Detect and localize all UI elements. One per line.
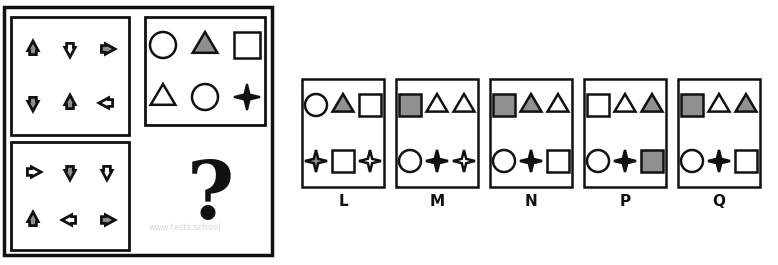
- Text: L: L: [338, 193, 348, 209]
- Polygon shape: [520, 94, 541, 112]
- Polygon shape: [520, 150, 542, 172]
- Polygon shape: [426, 150, 448, 172]
- FancyArrow shape: [28, 41, 38, 55]
- Bar: [302, 79, 384, 187]
- Text: P: P: [619, 193, 630, 209]
- FancyArrow shape: [28, 98, 38, 111]
- Bar: [490, 79, 572, 187]
- FancyArrow shape: [101, 44, 115, 54]
- Bar: [4, 7, 272, 255]
- Circle shape: [587, 150, 609, 172]
- Polygon shape: [193, 32, 217, 53]
- Polygon shape: [454, 94, 475, 112]
- Circle shape: [399, 150, 421, 172]
- Text: M: M: [429, 193, 444, 209]
- Bar: [396, 79, 478, 187]
- FancyArrow shape: [65, 95, 75, 109]
- Circle shape: [192, 84, 218, 110]
- Polygon shape: [453, 150, 475, 172]
- Bar: [678, 79, 760, 187]
- Polygon shape: [426, 94, 447, 112]
- Polygon shape: [548, 94, 569, 112]
- Polygon shape: [615, 94, 636, 112]
- FancyArrow shape: [65, 166, 75, 180]
- Bar: [399, 94, 421, 116]
- Text: Q: Q: [713, 193, 726, 209]
- Bar: [11, 142, 129, 250]
- Bar: [359, 94, 381, 116]
- FancyArrow shape: [99, 98, 113, 108]
- Bar: [641, 150, 663, 172]
- Polygon shape: [642, 94, 662, 112]
- Polygon shape: [708, 150, 730, 172]
- FancyArrow shape: [65, 43, 75, 57]
- Text: ?: ?: [187, 158, 233, 236]
- Bar: [11, 17, 129, 135]
- Polygon shape: [305, 150, 327, 172]
- Bar: [332, 150, 354, 172]
- Polygon shape: [735, 94, 756, 112]
- Polygon shape: [332, 94, 353, 112]
- Bar: [735, 150, 757, 172]
- Text: www.tests.school: www.tests.school: [149, 223, 221, 232]
- Polygon shape: [234, 84, 260, 110]
- Polygon shape: [151, 84, 175, 105]
- Circle shape: [150, 32, 176, 58]
- Polygon shape: [359, 150, 381, 172]
- Bar: [587, 94, 609, 116]
- FancyArrow shape: [27, 167, 41, 177]
- FancyArrow shape: [28, 212, 38, 226]
- FancyArrow shape: [62, 215, 75, 225]
- FancyArrow shape: [102, 166, 112, 180]
- FancyArrow shape: [101, 215, 115, 225]
- Circle shape: [493, 150, 515, 172]
- Circle shape: [681, 150, 703, 172]
- Text: N: N: [524, 193, 538, 209]
- Polygon shape: [614, 150, 636, 172]
- Circle shape: [305, 94, 327, 116]
- Bar: [234, 32, 260, 58]
- Bar: [493, 94, 515, 116]
- Bar: [145, 17, 265, 125]
- Bar: [681, 94, 703, 116]
- Polygon shape: [709, 94, 730, 112]
- Bar: [547, 150, 569, 172]
- Bar: [584, 79, 666, 187]
